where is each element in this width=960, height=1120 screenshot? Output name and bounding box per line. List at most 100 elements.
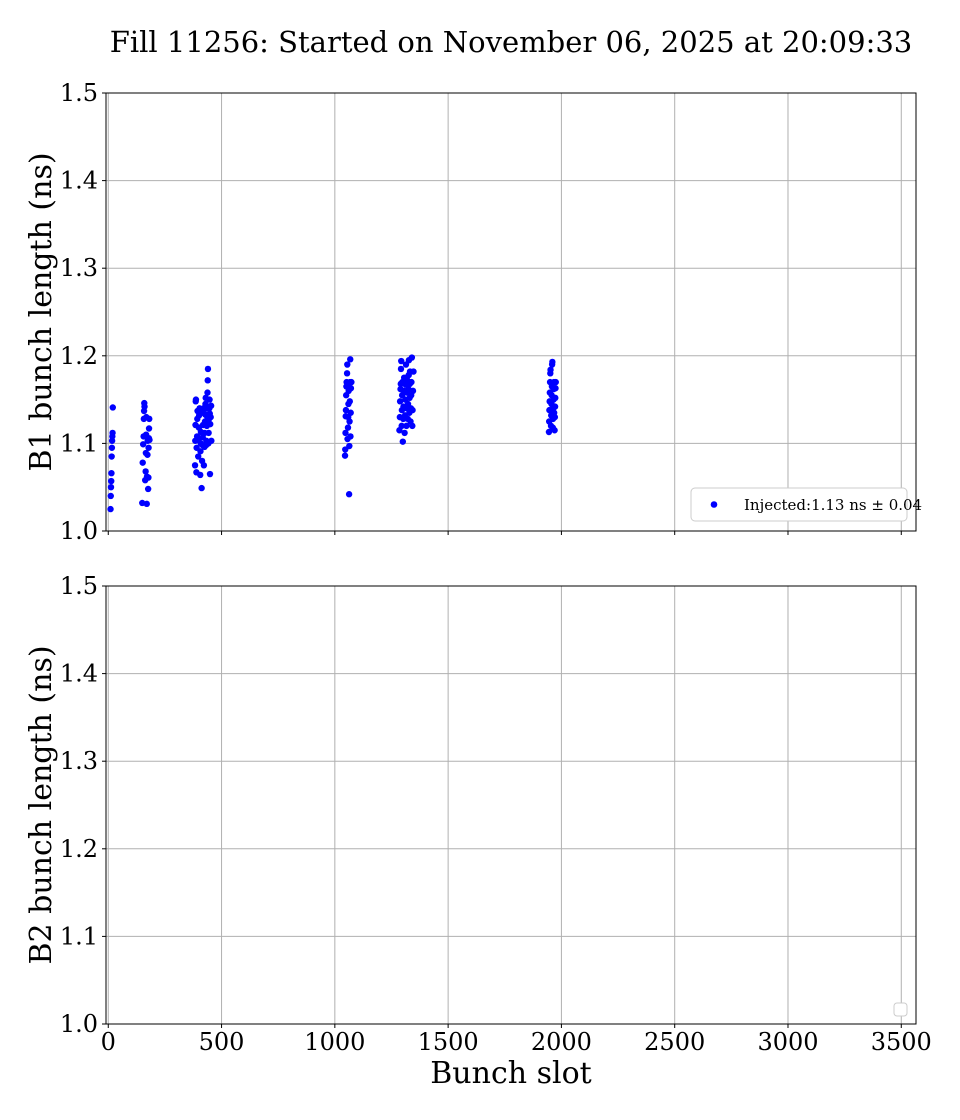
data-point bbox=[397, 365, 405, 373]
data-point bbox=[145, 444, 152, 451]
b1-plot-frame bbox=[105, 92, 917, 532]
data-point bbox=[108, 477, 115, 485]
data-point bbox=[141, 403, 148, 410]
data-point bbox=[192, 396, 200, 403]
x-tick-label: 2000 bbox=[531, 1028, 592, 1056]
data-point bbox=[399, 438, 407, 445]
data-point bbox=[552, 394, 559, 402]
y-tick-label: 1.4 bbox=[60, 660, 98, 688]
data-point bbox=[410, 368, 417, 375]
data-point bbox=[549, 358, 556, 366]
b1-legend-label: Injected:1.13 ns ± 0.04 bbox=[744, 496, 922, 514]
data-point bbox=[344, 424, 352, 431]
data-point bbox=[347, 409, 354, 416]
data-point bbox=[207, 402, 215, 409]
data-point bbox=[145, 425, 153, 432]
data-point bbox=[207, 413, 214, 421]
data-point bbox=[142, 468, 149, 475]
data-point bbox=[108, 469, 115, 477]
data-point bbox=[198, 484, 205, 492]
x-tick-label: 3500 bbox=[871, 1028, 932, 1056]
data-point bbox=[195, 453, 202, 460]
data-point bbox=[342, 406, 350, 414]
y-tick-label: 1.0 bbox=[60, 1010, 98, 1038]
b1-legend-marker bbox=[710, 501, 718, 508]
y-tick-label: 1.5 bbox=[60, 572, 98, 600]
y-tick-label: 1.3 bbox=[60, 747, 98, 775]
data-point bbox=[408, 354, 416, 361]
y-tick-label: 1.5 bbox=[60, 79, 98, 107]
data-point bbox=[341, 452, 349, 459]
data-point bbox=[398, 357, 405, 365]
data-point bbox=[200, 462, 208, 469]
data-point bbox=[347, 356, 354, 363]
y-tick-label: 1.3 bbox=[60, 254, 98, 282]
x-tick-label: 500 bbox=[199, 1028, 245, 1056]
x-tick-label: 2500 bbox=[644, 1028, 705, 1056]
data-point bbox=[348, 378, 355, 386]
data-point bbox=[552, 378, 559, 386]
data-point bbox=[403, 422, 410, 430]
data-point bbox=[108, 453, 115, 460]
data-point bbox=[204, 377, 211, 384]
data-point bbox=[197, 471, 204, 479]
data-point bbox=[139, 441, 147, 448]
y-tick-label: 1.4 bbox=[60, 167, 98, 195]
y-tick-label: 1.2 bbox=[60, 342, 98, 370]
data-point bbox=[205, 429, 212, 437]
x-tick-label: 0 bbox=[101, 1028, 116, 1056]
data-point bbox=[345, 491, 353, 498]
b2-grid bbox=[106, 585, 916, 1025]
x-tick-label: 3000 bbox=[757, 1028, 818, 1056]
x-tick-label: 1500 bbox=[418, 1028, 479, 1056]
data-point bbox=[551, 403, 559, 410]
x-tick-label: 1000 bbox=[304, 1028, 365, 1056]
data-point bbox=[206, 470, 214, 478]
data-point bbox=[144, 485, 152, 493]
data-point bbox=[346, 418, 353, 425]
data-point bbox=[191, 462, 199, 469]
data-point bbox=[207, 420, 214, 428]
data-point bbox=[108, 444, 116, 451]
b2-empty-legend bbox=[893, 1002, 908, 1017]
data-point bbox=[545, 428, 553, 436]
data-point bbox=[343, 370, 351, 377]
data-point bbox=[551, 427, 558, 434]
data-point bbox=[146, 436, 153, 444]
x-axis-label: Bunch slot bbox=[430, 1056, 591, 1091]
data-point bbox=[401, 429, 408, 437]
data-point bbox=[107, 505, 114, 513]
data-point bbox=[206, 396, 213, 403]
data-point bbox=[346, 442, 353, 450]
b2-panel: 0 500 1000 1500 2000 2500 3000 3500 1.0 1.1 1.2 1.3… bbox=[24, 572, 932, 1091]
data-point bbox=[204, 389, 211, 396]
data-point bbox=[146, 415, 153, 423]
b1-ticks: 1.0 1.1 1.2 1.3 1.4 1.5 bbox=[60, 79, 902, 545]
data-point bbox=[409, 406, 416, 414]
data-point bbox=[197, 448, 204, 455]
data-point bbox=[139, 459, 146, 466]
b1-grid bbox=[106, 92, 916, 532]
y-tick-label: 1.2 bbox=[60, 835, 98, 863]
data-point bbox=[204, 365, 212, 373]
data-point bbox=[346, 398, 353, 405]
data-point bbox=[109, 404, 116, 411]
data-point bbox=[208, 437, 215, 444]
data-point bbox=[398, 422, 405, 430]
data-point bbox=[547, 366, 554, 374]
data-point bbox=[145, 474, 152, 481]
data-point bbox=[409, 387, 417, 395]
data-point bbox=[107, 484, 115, 491]
data-point bbox=[347, 433, 354, 440]
b1-legend-box bbox=[690, 487, 908, 522]
b1-panel: 1.01.11.21.31.41.5 B1 bunch length (ns) … bbox=[24, 79, 922, 545]
data-point bbox=[551, 413, 559, 421]
b1-legend: Injected:1.13 ns ± 0.04 bbox=[690, 487, 922, 522]
figure-title: Fill 11256: Started on November 06, 2025… bbox=[110, 25, 912, 59]
data-point bbox=[347, 385, 355, 392]
data-point bbox=[342, 429, 349, 437]
b1-points bbox=[107, 354, 559, 513]
y-tick-label: 1.0 bbox=[60, 517, 98, 545]
y-tick-label: 1.1 bbox=[60, 429, 98, 457]
data-point bbox=[409, 422, 416, 430]
